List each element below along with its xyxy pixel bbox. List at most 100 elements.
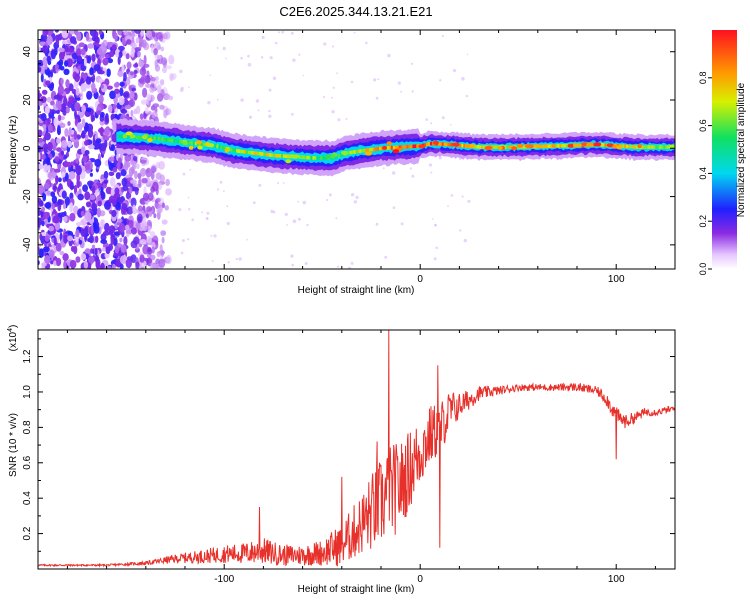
noise-speckle [353,31,356,34]
ridge-core [547,144,551,148]
noise-speckle [48,225,55,232]
ridge-hotspot [534,144,540,149]
noise-speckle [409,167,412,170]
noise-speckle [53,236,57,246]
ridge-core [253,151,257,155]
ridge-core [271,153,274,158]
ridge-core [318,156,321,160]
colorbar-tick-label: 0.8 [698,72,708,85]
ridge-core [396,145,400,150]
noise-speckle [93,45,97,51]
noise-speckle [44,217,48,227]
noise-speckle [42,30,49,37]
noise-speckle [142,63,150,68]
ridge-core [126,135,129,139]
noise-speckle [61,103,66,109]
noise-speckle [69,259,77,269]
noise-speckle [106,41,114,46]
noise-speckle [40,73,44,83]
noise-speckle [151,31,156,38]
noise-speckle [125,258,132,269]
ridge-core [390,145,394,150]
ridge-core [226,147,229,151]
noise-speckle [57,100,62,111]
noise-speckle [43,182,50,190]
noise-speckle [410,62,414,65]
spectrogram-y-ticks: -40 -20 0 20 40 [22,39,675,258]
noise-speckle [80,83,87,92]
noise-speckle [82,155,88,163]
ridge-core [222,146,225,150]
noise-speckle [68,171,76,180]
colorbar-tick-label: 0.6 [698,119,708,132]
noise-speckle [165,65,172,70]
noise-speckle [76,48,82,57]
chart-title: C2E6.2025.344.13.21.E21 [279,4,432,19]
noise-speckle [347,266,352,269]
noise-speckle [111,133,119,143]
ridge-core [200,142,204,146]
noise-speckle [150,44,154,54]
ridge-hotspot [197,145,203,150]
multiplier-prefix: (x10 [8,331,19,351]
ridge-core [118,134,121,139]
noise-speckle [101,246,106,252]
ridge-core [651,145,655,149]
noise-speckle [206,217,209,220]
noise-speckle [160,230,167,236]
noise-speckle [54,30,59,33]
ridge-core [449,142,453,147]
noise-speckle [125,229,131,234]
noise-speckle [96,37,100,44]
ridge-core [179,139,182,144]
noise-speckle [105,246,111,255]
noise-speckle [44,132,51,141]
noise-speckle [46,96,52,103]
noise-speckle [143,54,147,65]
ridge-core [388,146,392,150]
noise-speckle [129,71,134,76]
ridge-core [386,146,390,150]
ridge-core [261,152,264,156]
noise-speckle [121,64,125,73]
noise-speckle [115,49,119,58]
noise-speckle [75,256,81,263]
noise-speckle [60,140,68,149]
frequency-ridge [116,118,675,177]
ridge-core [406,144,410,149]
noise-speckle [52,215,60,224]
noise-speckle [382,167,385,170]
noise-speckle [146,235,152,244]
noise-speckle [159,104,165,110]
ridge-hotspot [341,150,348,155]
noise-speckle [117,45,125,51]
ridge-core [416,144,419,148]
noise-speckle [112,263,116,269]
noise-speckle [59,50,66,60]
ridge-core [224,146,227,151]
noise-speckle [126,61,132,69]
noise-speckle [459,158,462,161]
noise-speckle [331,110,335,114]
ridge-core [320,156,323,160]
noise-speckle [85,201,92,208]
noise-speckle [50,100,55,106]
ridge-core [228,147,231,152]
noise-speckle [272,210,276,214]
noise-speckle [150,254,156,261]
noise-speckle [75,165,82,176]
ridge-core [267,153,270,157]
ridge-hotspot [616,145,623,150]
noise-speckle [133,63,139,68]
noise-speckle [91,82,96,92]
ridge-core [424,143,427,147]
noise-speckle [59,211,67,218]
noise-speckle [89,194,96,201]
noise-speckle [85,32,90,41]
ridge-core [237,149,241,153]
noise-speckle [38,200,44,207]
ridge-core [259,152,263,156]
noise-speckle [98,30,103,35]
noise-speckle [46,157,51,165]
noise-speckle [91,203,97,211]
